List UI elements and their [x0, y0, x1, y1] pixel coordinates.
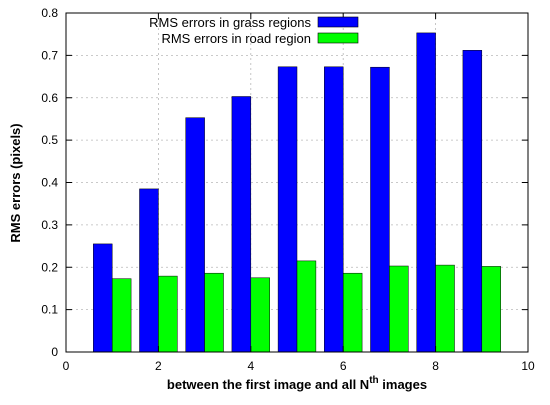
y-tick-label: 0.2 — [41, 260, 58, 274]
y-tick-label: 0.8 — [41, 6, 58, 20]
legend-swatch-road — [317, 32, 359, 44]
bar-series-1-x5 — [296, 260, 317, 353]
x-tick-label: 8 — [432, 359, 439, 373]
bar-series-0-x7 — [370, 66, 390, 353]
bar-series-1-x8 — [435, 264, 455, 353]
y-tick-label: 0 — [51, 345, 58, 359]
y-tick-label: 0.4 — [41, 176, 58, 190]
bar-series-0-x2 — [139, 188, 159, 353]
x-axis-label-superscript: th — [369, 375, 378, 386]
x-tick-label: 10 — [521, 359, 535, 373]
legend: RMS errors in grass regions RMS errors i… — [149, 15, 359, 46]
bar-series-1-x1 — [111, 278, 132, 353]
y-tick-label: 0.6 — [41, 91, 58, 105]
bar-series-1-x2 — [158, 275, 178, 353]
bar-series-0-x1 — [93, 243, 113, 353]
tick-labels: 0 0.1 0.2 0.3 0.4 0.5 0.6 0.7 0.8 0 2 4 6 8 10 — [41, 6, 535, 373]
y-tick-label: 0.1 — [41, 303, 58, 317]
x-tick-label: 2 — [155, 359, 162, 373]
x-axis-label-prefix: between the first image and all N — [167, 377, 369, 392]
bar-series-1-x4 — [250, 277, 270, 353]
bar-series-1-x3 — [204, 272, 224, 353]
axis-ticks — [65, 12, 529, 353]
x-tick-label: 6 — [340, 359, 347, 373]
y-tick-label: 0.3 — [41, 218, 58, 232]
bar-series-0-x4 — [231, 96, 252, 353]
y-tick-label: 0.7 — [41, 48, 58, 62]
x-tick-label: 0 — [63, 359, 70, 373]
bars — [93, 32, 501, 353]
x-tick-label: 4 — [247, 359, 254, 373]
bar-series-0-x9 — [462, 50, 483, 353]
bar-series-1-x7 — [389, 265, 409, 353]
x-axis-label: between the first image and all Nth imag… — [167, 375, 427, 392]
legend-swatch-grass — [317, 16, 359, 28]
bar-series-0-x3 — [185, 117, 205, 353]
legend-label-road: RMS errors in road region — [161, 31, 311, 46]
bar-series-1-x9 — [481, 266, 501, 353]
bar-series-0-x6 — [324, 66, 344, 353]
bar-series-0-x5 — [277, 66, 298, 353]
y-axis-label: RMS errors (pixels) — [8, 123, 23, 242]
legend-label-grass: RMS errors in grass regions — [149, 15, 311, 30]
x-axis-label-suffix: images — [379, 377, 427, 392]
bar-series-0-x8 — [416, 32, 436, 353]
bar-series-1-x6 — [342, 272, 363, 353]
y-tick-label: 0.5 — [41, 133, 58, 147]
